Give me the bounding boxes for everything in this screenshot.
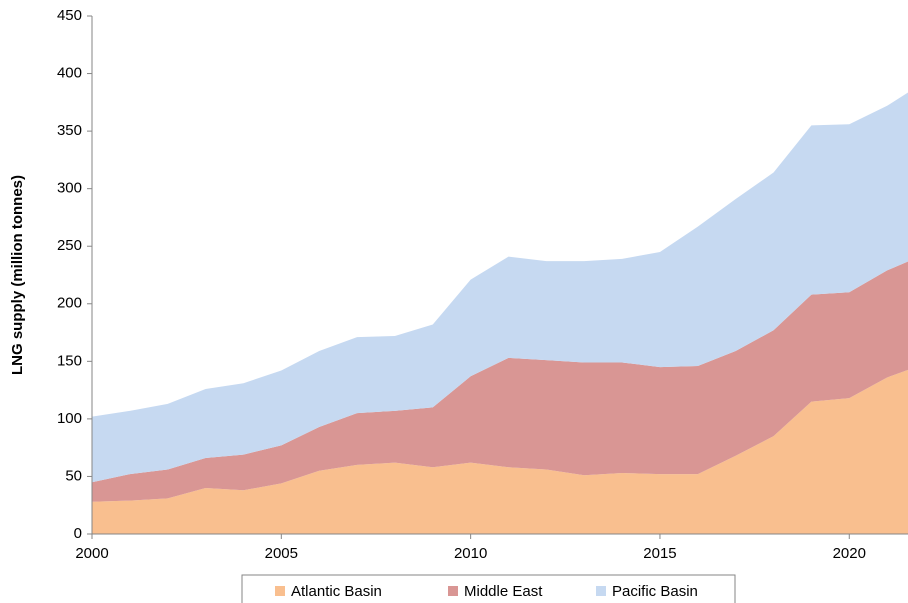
legend-swatch <box>448 586 458 596</box>
y-tick-label: 300 <box>57 180 82 197</box>
legend-label: Middle East <box>464 583 543 600</box>
y-axis-label: LNG supply (million tonnes) <box>9 175 26 375</box>
legend-swatch <box>275 586 285 596</box>
legend-label: Atlantic Basin <box>291 583 382 600</box>
x-tick-label: 2010 <box>454 545 487 562</box>
area <box>92 369 908 534</box>
y-tick-label: 400 <box>57 65 82 82</box>
x-tick-label: 2015 <box>643 545 676 562</box>
x-tick-label: 2000 <box>75 545 108 562</box>
legend: Atlantic Basin Middle East Pacific Basin <box>241 574 736 603</box>
y-tick-label: 100 <box>57 410 82 427</box>
y-tick-label: 450 <box>57 7 82 24</box>
y-tick-label: 150 <box>57 352 82 369</box>
area <box>92 261 908 502</box>
y-tick-label: 200 <box>57 295 82 312</box>
legend-label: Pacific Basin <box>612 583 698 600</box>
x-tick-label: 2005 <box>265 545 298 562</box>
x-tick-label: 2020 <box>833 545 866 562</box>
y-tick-label: 350 <box>57 122 82 139</box>
legend-swatch <box>596 586 606 596</box>
y-tick-label: 250 <box>57 237 82 254</box>
legend-box <box>241 574 736 603</box>
y-tick-label: 50 <box>65 467 82 484</box>
area <box>92 92 908 483</box>
y-tick-label: 0 <box>74 525 82 542</box>
